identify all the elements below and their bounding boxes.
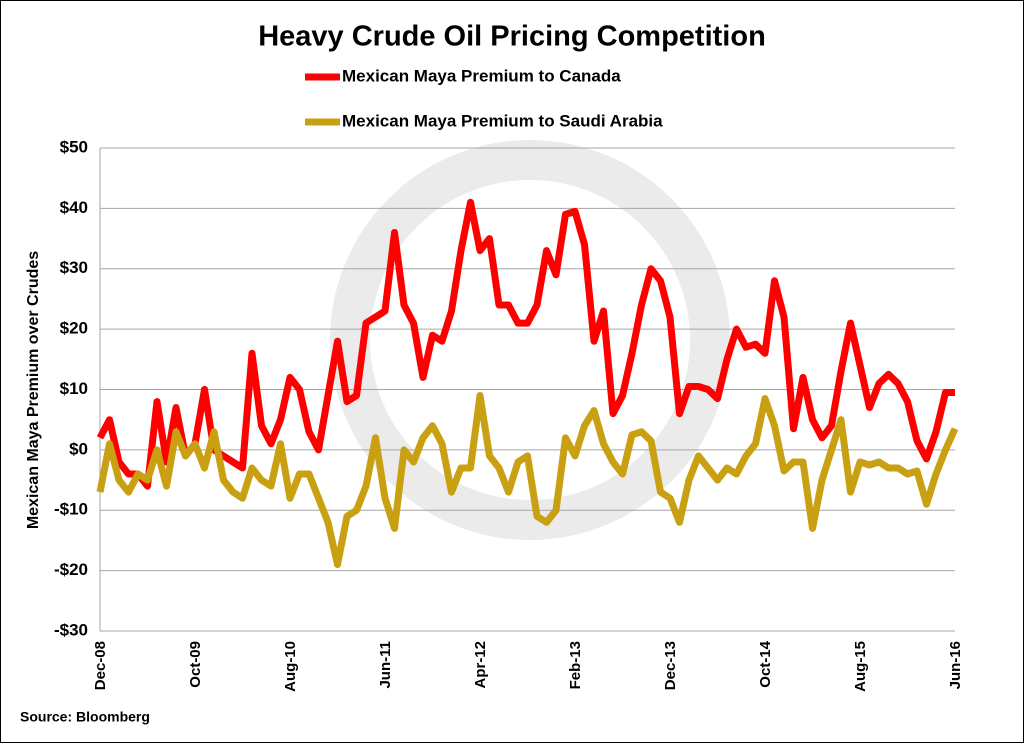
y-tick-label: -$10: [54, 500, 88, 519]
chart-title: Heavy Crude Oil Pricing Competition: [258, 21, 766, 53]
x-tick-label: Oct-14: [757, 640, 774, 687]
y-tick-label: $50: [60, 137, 88, 156]
y-tick-label: $20: [60, 319, 88, 338]
series-line: [96, 198, 955, 490]
y-tick-label: $30: [60, 258, 88, 277]
y-tick-label: -$30: [54, 620, 88, 639]
legend-label: Mexican Maya Premium to Canada: [342, 66, 621, 85]
x-tick-label: Jun-16: [947, 641, 964, 689]
series-line: [96, 392, 959, 569]
x-tick-label: Aug-15: [852, 641, 869, 692]
y-tick-label: $10: [60, 379, 88, 398]
x-tick-label: Jun-11: [377, 641, 394, 689]
x-tick-label: Feb-13: [567, 641, 584, 689]
x-tick-label: Oct-09: [187, 641, 204, 688]
source: Source: Bloomberg: [20, 709, 150, 725]
y-axis-label: Mexican Maya Premium over Crudes: [25, 251, 42, 529]
y-tick-label: -$20: [54, 560, 88, 579]
y-tick-label: $0: [69, 439, 88, 458]
x-tick-label: Dec-13: [662, 641, 679, 690]
y-tick-label: $40: [60, 198, 88, 217]
x-tick-label: Aug-10: [282, 641, 299, 692]
x-tick-label: Dec-08: [92, 641, 109, 690]
x-tick-label: Apr-12: [472, 641, 489, 689]
legend-label: Mexican Maya Premium to Saudi Arabia: [342, 111, 663, 130]
watermark: [330, 140, 730, 540]
